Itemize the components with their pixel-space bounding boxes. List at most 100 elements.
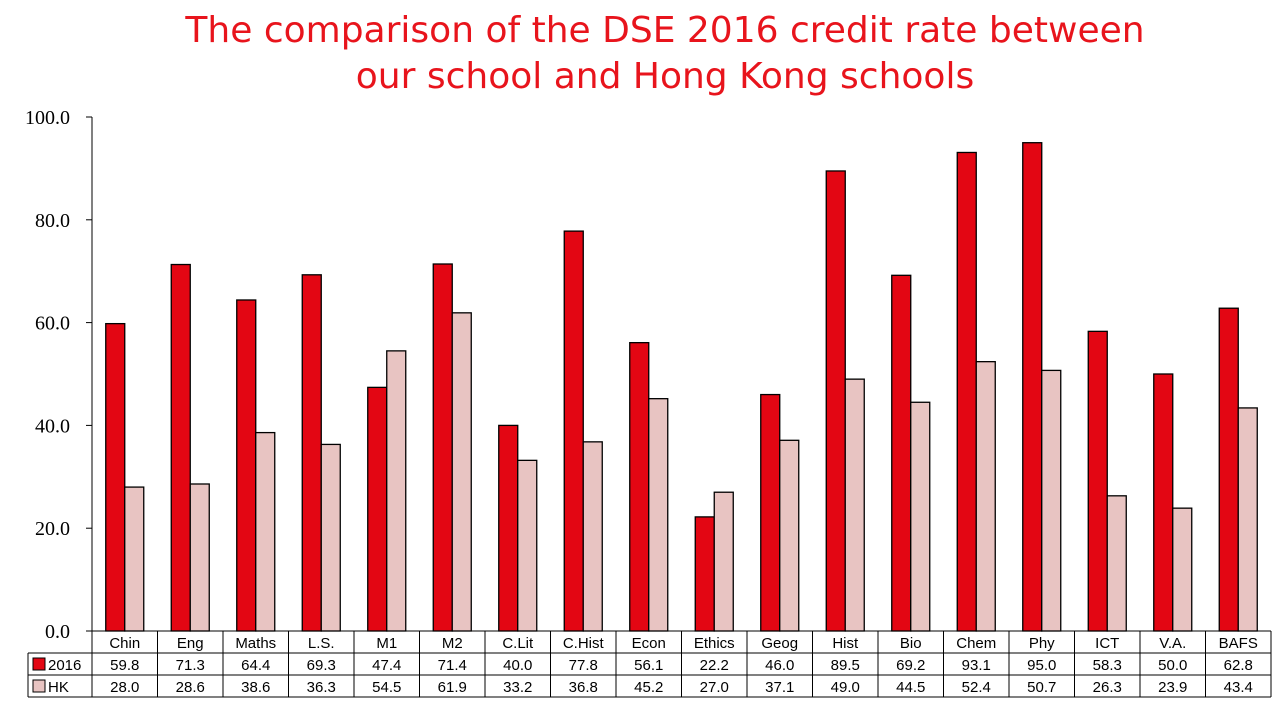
bar-2016-4	[367, 386, 388, 632]
category-label: Hist	[832, 635, 859, 652]
table-value-hk: 61.9	[438, 679, 467, 696]
table-value-hk: 43.4	[1224, 679, 1253, 696]
y-tick-label: 80.0	[35, 210, 70, 232]
bar-2016-9	[694, 516, 715, 632]
category-label: V.A.	[1159, 635, 1186, 652]
chart-title-line-1: The comparison of the DSE 2016 credit ra…	[185, 10, 1145, 51]
bar-2016-15	[1087, 330, 1108, 632]
bar-hk-11	[844, 378, 865, 632]
chart-title-line-2: our school and Hong Kong schools	[355, 56, 975, 97]
table-value-2016: 93.1	[962, 657, 991, 674]
bar-hk-12	[910, 401, 931, 632]
chart-title: The comparison of the DSE 2016 credit ra…	[0, 8, 1280, 100]
table-value-2016: 56.1	[634, 657, 663, 674]
bar-hk-3	[320, 443, 341, 632]
category-label: M1	[376, 635, 397, 652]
category-label: Maths	[235, 635, 276, 652]
table-value-2016: 46.0	[765, 657, 794, 674]
table-value-hk: 33.2	[503, 679, 532, 696]
table-value-hk: 44.5	[896, 679, 925, 696]
bar-2016-1	[170, 263, 191, 632]
legend-label-2016: 2016	[48, 657, 81, 674]
bar-2016-7	[563, 230, 584, 632]
y-tick-label: 0.0	[45, 621, 70, 643]
category-label: M2	[442, 635, 463, 652]
table-value-2016: 47.4	[372, 657, 401, 674]
category-label: Ethics	[694, 635, 735, 652]
y-tick-label: 20.0	[35, 518, 70, 540]
table-value-hk: 23.9	[1158, 679, 1187, 696]
bar-hk-5	[451, 312, 472, 632]
category-label: L.S.	[308, 635, 335, 652]
bar-2016-5	[432, 263, 453, 632]
table-value-hk: 49.0	[831, 679, 860, 696]
table-value-2016: 22.2	[700, 657, 729, 674]
table-value-2016: 77.8	[569, 657, 598, 674]
category-label: Chin	[109, 635, 140, 652]
table-value-2016: 59.8	[110, 657, 139, 674]
bar-hk-2	[255, 431, 276, 632]
bar-hk-9	[713, 491, 734, 632]
y-tick-label: 100.0	[25, 107, 70, 129]
category-label: Econ	[632, 635, 666, 652]
legend-label-hk: HK	[48, 679, 69, 696]
bar-2016-17	[1218, 307, 1239, 632]
bar-hk-7	[582, 441, 603, 632]
category-label: C.Hist	[563, 635, 605, 652]
bar-hk-15	[1106, 495, 1127, 632]
legend-key-2016	[32, 657, 46, 671]
bar-2016-14	[1022, 142, 1043, 632]
table-value-hk: 54.5	[372, 679, 401, 696]
table-value-2016: 69.3	[307, 657, 336, 674]
bar-2016-2	[236, 299, 257, 632]
category-label: ICT	[1095, 635, 1119, 652]
bar-2016-0	[105, 322, 126, 632]
table-value-hk: 28.6	[176, 679, 205, 696]
table-value-hk: 27.0	[700, 679, 729, 696]
table-value-hk: 36.3	[307, 679, 336, 696]
table-value-2016: 62.8	[1224, 657, 1253, 674]
bar-2016-16	[1153, 373, 1174, 632]
bar-hk-16	[1172, 507, 1193, 632]
bar-2016-12	[891, 274, 912, 632]
table-value-hk: 36.8	[569, 679, 598, 696]
table-value-hk: 37.1	[765, 679, 794, 696]
bar-hk-4	[386, 350, 407, 632]
table-value-hk: 52.4	[962, 679, 991, 696]
legend-key-hk	[32, 679, 46, 693]
table-value-hk: 26.3	[1093, 679, 1122, 696]
category-label: Eng	[177, 635, 204, 652]
bar-hk-13	[975, 361, 996, 632]
category-label: Geog	[761, 635, 798, 652]
table-value-2016: 64.4	[241, 657, 270, 674]
table-value-hk: 45.2	[634, 679, 663, 696]
bar-hk-0	[124, 486, 145, 632]
category-label: BAFS	[1219, 635, 1258, 652]
table-value-2016: 71.4	[438, 657, 467, 674]
bar-2016-10	[760, 393, 781, 632]
bar-hk-14	[1041, 369, 1062, 632]
table-value-hk: 50.7	[1027, 679, 1056, 696]
table-value-2016: 95.0	[1027, 657, 1056, 674]
table-value-2016: 69.2	[896, 657, 925, 674]
table-value-hk: 38.6	[241, 679, 270, 696]
category-label: Chem	[956, 635, 996, 652]
bar-2016-13	[956, 151, 977, 632]
category-label: Bio	[900, 635, 922, 652]
table-value-2016: 58.3	[1093, 657, 1122, 674]
table-value-2016: 50.0	[1158, 657, 1187, 674]
table-value-2016: 71.3	[176, 657, 205, 674]
table-value-2016: 40.0	[503, 657, 532, 674]
table-value-2016: 89.5	[831, 657, 860, 674]
bar-hk-1	[189, 483, 210, 632]
bar-hk-8	[648, 398, 669, 632]
bar-hk-17	[1237, 407, 1258, 632]
bar-2016-11	[825, 170, 846, 632]
table-value-hk: 28.0	[110, 679, 139, 696]
bar-2016-8	[629, 341, 650, 632]
bar-hk-10	[779, 439, 800, 632]
y-tick-label: 40.0	[35, 415, 70, 437]
y-tick-label: 60.0	[35, 313, 70, 335]
bar-2016-3	[301, 274, 322, 632]
